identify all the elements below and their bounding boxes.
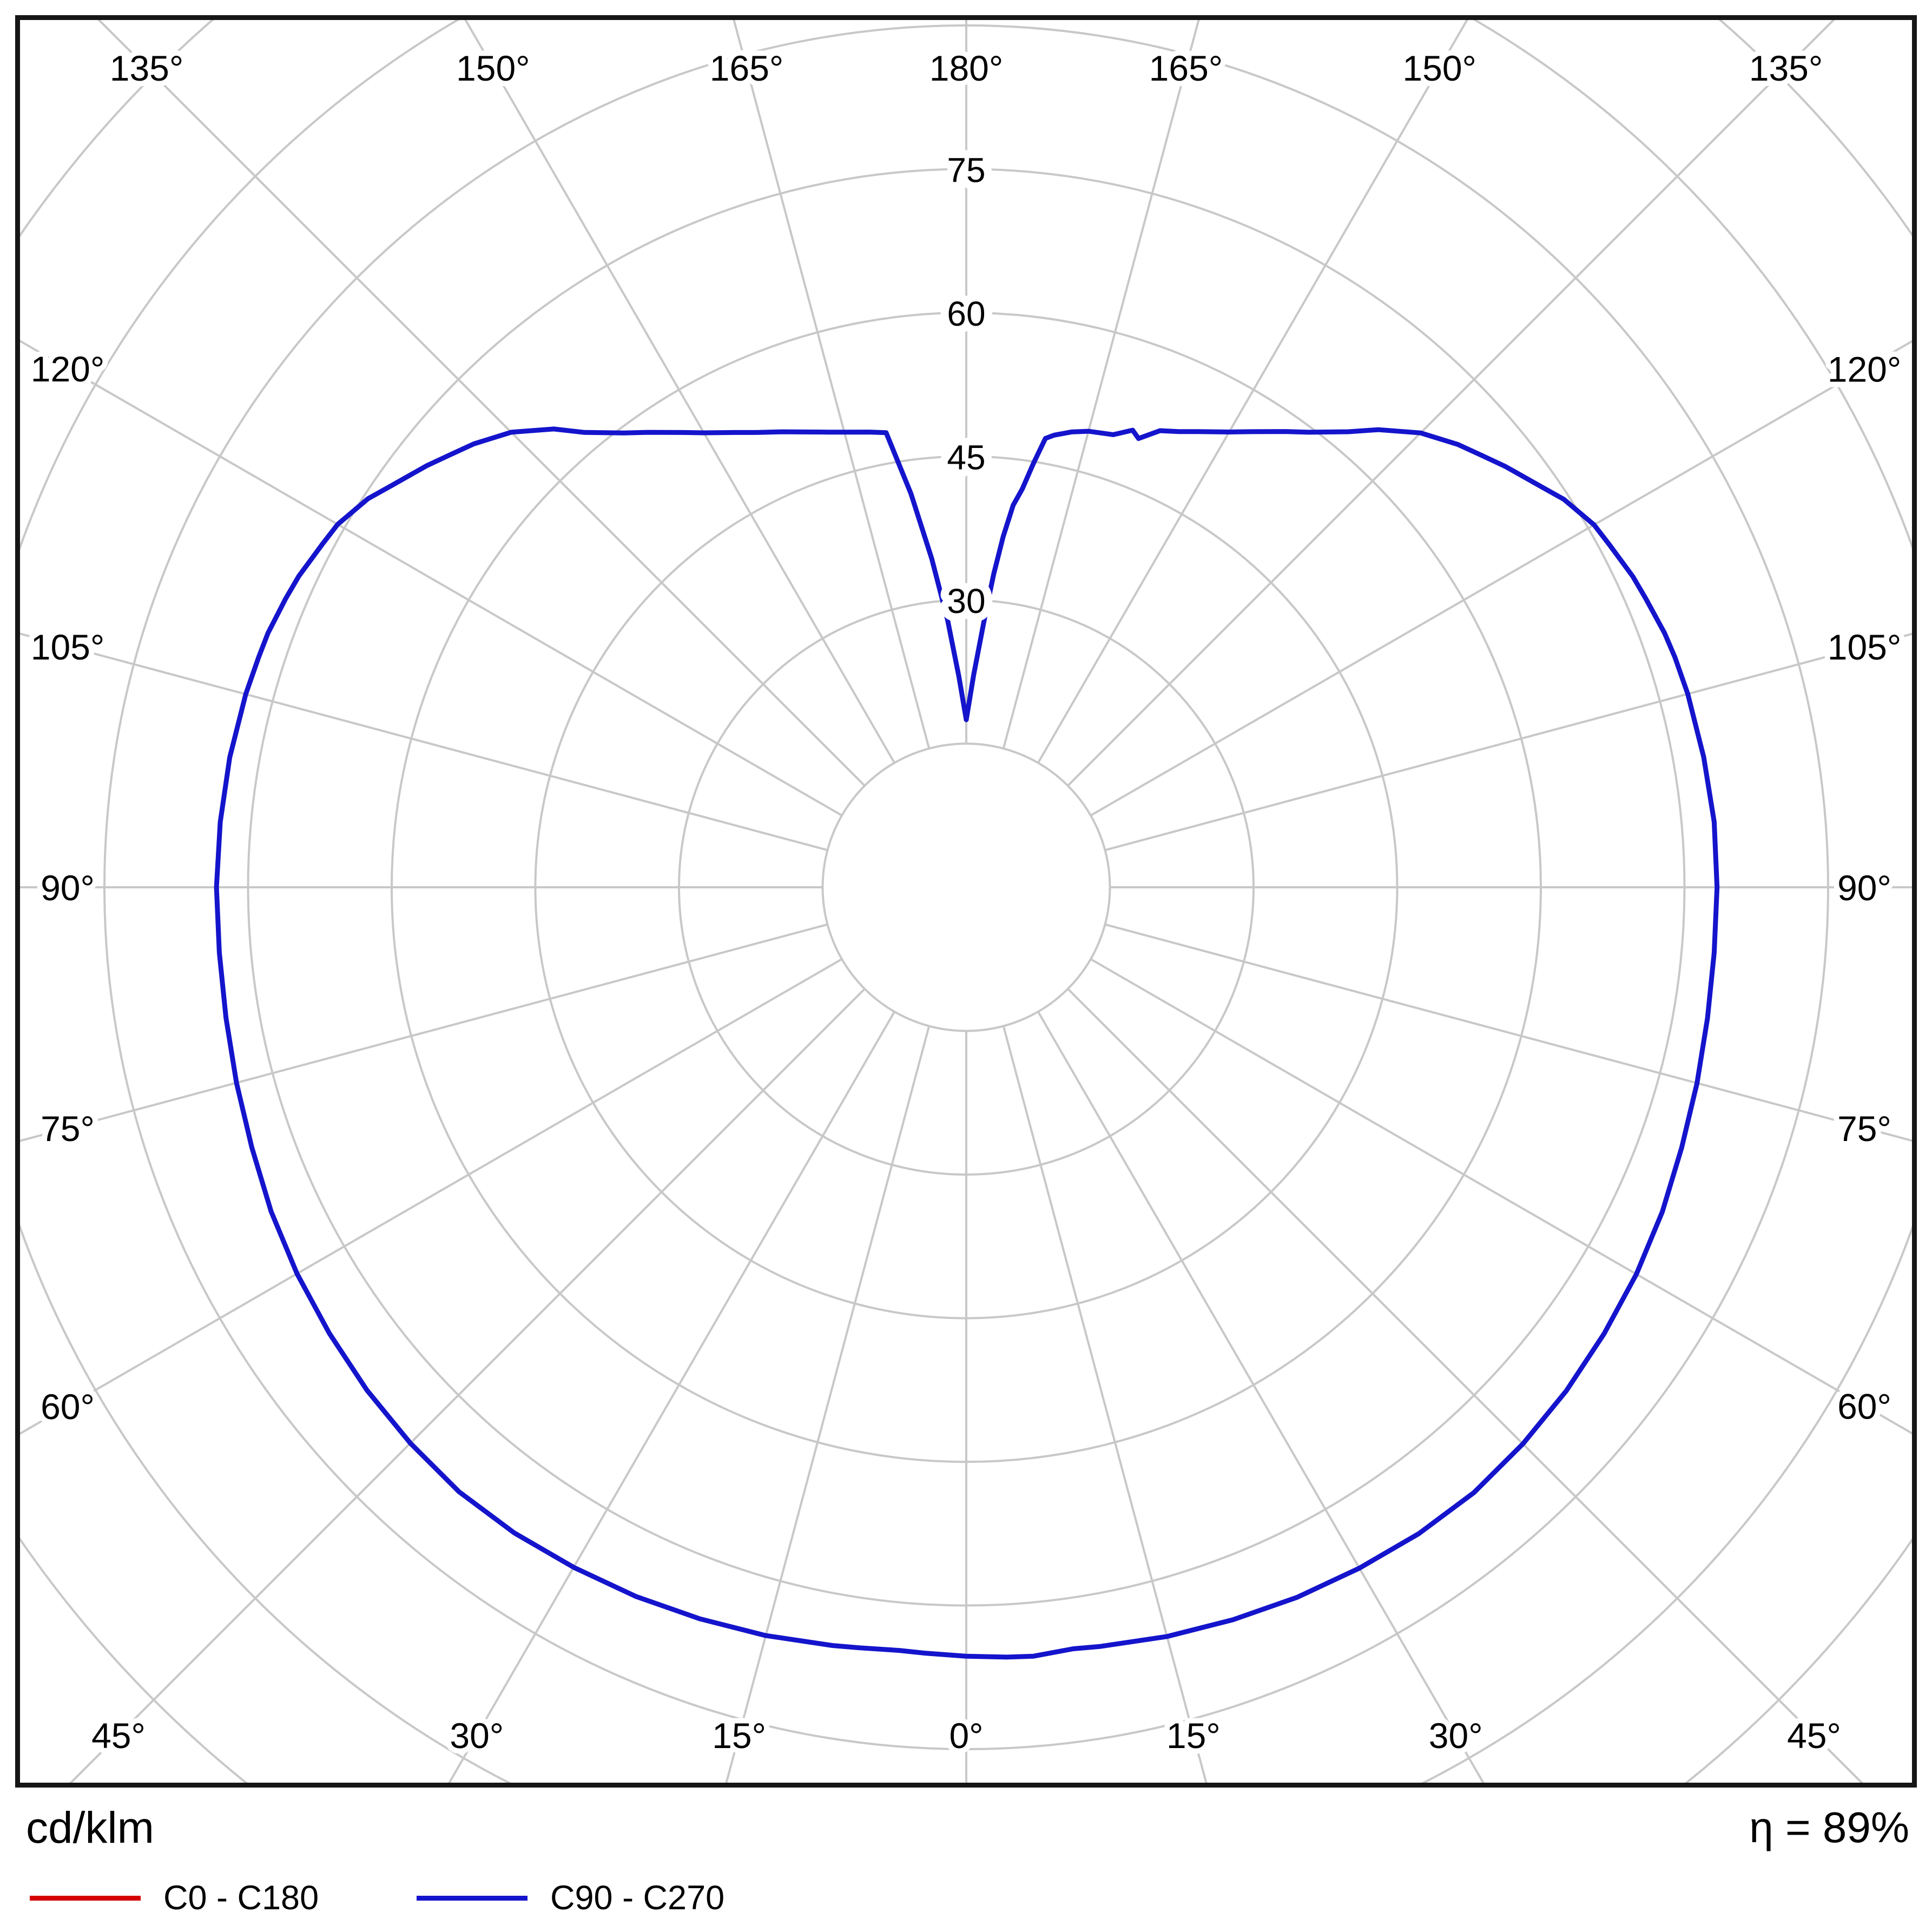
angle-label-135-left: 135° [110,48,184,88]
grid-spoke-165 [1002,20,1200,749]
grid-spoke-225 [97,20,866,787]
angle-label-165-left: 165° [710,48,784,88]
radial-tick-label-30: 30 [947,582,985,621]
angle-label-105-right: 105° [1828,627,1902,667]
polar-grid [20,20,1912,1783]
grid-spoke-300 [20,958,843,1435]
grid-spoke-15 [1002,1025,1208,1783]
angle-label-75-right: 75° [1837,1109,1891,1149]
legend-item-c90-c270: C90 - C270 [417,1876,724,1920]
legend-swatch-c0-c180 [30,1895,141,1901]
angle-label-150-right: 150° [1402,48,1476,88]
angle-label-165-right: 165° [1149,48,1223,88]
grid-spoke-120 [1090,340,1912,816]
angle-label-0-right: 0° [949,1716,983,1756]
angle-label-15-right: 15° [1166,1716,1221,1756]
radial-tick-label-75: 75 [947,151,985,190]
grid-spoke-315 [69,988,866,1783]
legend: C0 - C180 C90 - C270 [0,1876,1932,1920]
grid-spoke-240 [20,339,843,816]
grid-spoke-45 [1067,988,1863,1783]
legend-label-c0-c180: C0 - C180 [163,1879,319,1917]
angle-label-15-left: 15° [712,1716,766,1756]
grid-spoke-210 [464,20,895,764]
angle-label-30-right: 30° [1429,1716,1483,1756]
radial-tick-label-60: 60 [947,294,985,333]
grid-spoke-135 [1067,20,1835,787]
legend-swatch-c90-c270 [417,1895,527,1901]
legend-label-c90-c270: C90 - C270 [550,1879,725,1917]
angle-label-90-left: 90° [41,868,95,908]
angle-label-120-left: 120° [31,349,105,389]
angle-label-150-left: 150° [456,48,530,88]
angle-label-45-right: 45° [1787,1716,1841,1756]
legend-item-c0-c180: C0 - C180 [30,1876,319,1920]
grid-spoke-255 [20,632,828,852]
grid-spoke-75 [1104,923,1912,1142]
angle-label-75-left: 75° [41,1109,95,1149]
angle-label-45-left: 45° [91,1716,146,1756]
grid-spoke-150 [1037,20,1468,764]
angle-label-180-right: 180° [929,48,1004,88]
radial-tick-label-45: 45 [947,438,985,477]
grid-spoke-285 [20,923,828,1142]
angle-label-120-right: 120° [1828,350,1902,390]
polar-chart: 30 45 60 75 0° 15° 15° 30° 30° 45° 45° 60° 60° 75° 75°… [20,20,1912,1783]
grid-spoke-105 [1104,632,1912,852]
angle-label-60-right: 60° [1837,1386,1891,1426]
grid-spoke-60 [1090,958,1912,1435]
angle-label-90-right: 90° [1837,868,1891,908]
units-label: cd/klm [26,1803,154,1852]
grid-spoke-345 [725,1025,931,1783]
efficiency-label: η = 89% [1749,1803,1909,1851]
angle-label-30-left: 30° [450,1716,504,1756]
angle-label-105-left: 105° [31,627,105,667]
grid-spoke-330 [448,1011,895,1783]
grid-spoke-30 [1037,1011,1485,1783]
grid-spoke-195 [733,20,931,749]
polar-chart-frame: 30 45 60 75 0° 15° 15° 30° 30° 45° 45° 60° 60° 75° 75°… [15,15,1917,1788]
grid-circle-15 [821,742,1111,1032]
angle-label-135-right: 135° [1749,48,1823,88]
angle-label-60-left: 60° [41,1387,95,1427]
curve-C90-C270 [214,426,1720,1660]
